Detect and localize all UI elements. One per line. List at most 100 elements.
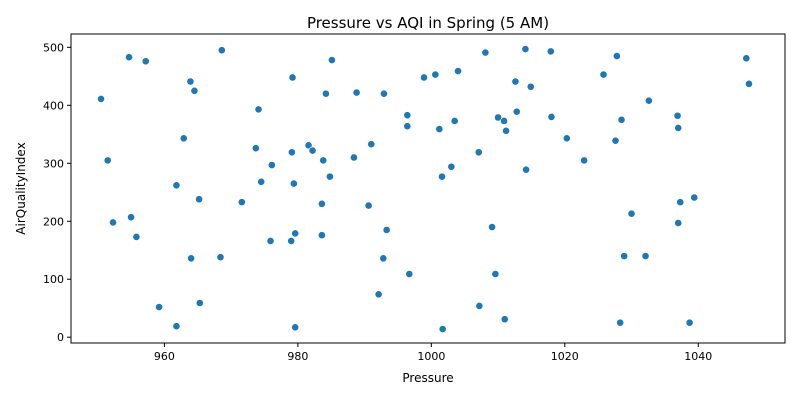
data-point (317, 199, 326, 208)
data-point (317, 231, 326, 240)
data-point (612, 52, 621, 60)
data-point (155, 303, 163, 311)
data-point (103, 156, 112, 165)
x-tick-label: 1000 (417, 350, 445, 363)
data-point (291, 229, 300, 238)
data-point (690, 193, 699, 202)
data-point (125, 53, 133, 62)
x-tick-label: 960 (154, 350, 175, 363)
data-point (674, 219, 683, 227)
data-point (685, 318, 694, 327)
data-point (502, 126, 510, 135)
data-point (521, 45, 530, 53)
data-point (599, 70, 608, 79)
plot-frame (70, 33, 786, 344)
data-point (641, 252, 650, 260)
data-point (187, 254, 196, 263)
x-axis-ticks: 960 980 1000 1020 1040 (154, 343, 712, 363)
data-point (454, 67, 462, 75)
data-point (611, 136, 620, 145)
data-point (251, 144, 260, 153)
data-point (420, 73, 428, 82)
data-point (216, 253, 225, 262)
x-tick-label: 1020 (551, 350, 579, 363)
y-tick-label: 200 (43, 215, 64, 228)
data-point (190, 86, 199, 95)
data-point (620, 252, 629, 260)
data-point (287, 148, 296, 157)
data-point (562, 134, 571, 143)
data-point (127, 213, 135, 222)
data-point (522, 165, 530, 174)
data-point (494, 113, 502, 122)
data-point (644, 96, 653, 105)
data-point (319, 156, 328, 165)
data-point (438, 325, 447, 333)
data-point (288, 73, 297, 82)
data-point (308, 146, 317, 155)
data-point (403, 122, 412, 131)
data-point (616, 318, 625, 327)
data-point (364, 201, 373, 210)
data-point (438, 172, 446, 181)
data-point (488, 223, 496, 231)
data-point (179, 134, 188, 143)
data-point (447, 162, 456, 171)
data-points (97, 45, 753, 333)
data-point (547, 113, 556, 121)
data-point (267, 161, 276, 169)
data-point (195, 195, 204, 204)
data-point (141, 57, 150, 66)
data-point (186, 77, 195, 86)
data-point (379, 254, 388, 263)
data-point (304, 141, 313, 150)
data-point (474, 148, 483, 157)
data-point (132, 233, 141, 241)
data-point (546, 47, 555, 56)
data-point (321, 89, 330, 98)
data-point (673, 111, 682, 120)
data-point (617, 115, 626, 124)
data-point (475, 301, 484, 310)
data-point (374, 290, 383, 299)
y-tick-label: 300 (43, 157, 64, 170)
data-point (237, 198, 246, 207)
data-point (491, 270, 500, 278)
data-point (289, 179, 298, 188)
x-tick-label: 980 (287, 350, 308, 363)
data-point (450, 117, 459, 125)
data-point (326, 172, 334, 181)
y-tick-label: 100 (43, 273, 64, 286)
data-point (481, 48, 490, 57)
data-point (382, 226, 391, 234)
data-point (403, 111, 412, 120)
data-point (367, 140, 376, 149)
data-point (350, 153, 358, 162)
y-tick-label: 400 (43, 99, 64, 112)
data-point (580, 156, 589, 165)
data-point (742, 54, 751, 63)
data-point (217, 46, 226, 55)
data-point (435, 125, 444, 133)
data-point (745, 79, 753, 88)
data-point (676, 198, 685, 207)
data-point (512, 107, 521, 116)
data-point (526, 82, 535, 91)
data-point (254, 105, 263, 114)
data-point (195, 299, 204, 307)
y-axis-label: AirQualityIndex (14, 142, 28, 234)
data-point (266, 237, 275, 245)
data-point (291, 323, 300, 332)
y-tick-label: 500 (43, 41, 64, 54)
data-point (500, 315, 509, 324)
data-point (405, 270, 414, 278)
data-point (500, 117, 508, 125)
chart-title: Pressure vs AQI in Spring (5 AM) (307, 14, 549, 32)
data-point (431, 70, 440, 79)
data-point (380, 89, 388, 98)
data-point (511, 77, 520, 86)
data-point (674, 124, 683, 132)
x-tick-label: 1040 (684, 350, 712, 363)
data-point (328, 56, 336, 64)
